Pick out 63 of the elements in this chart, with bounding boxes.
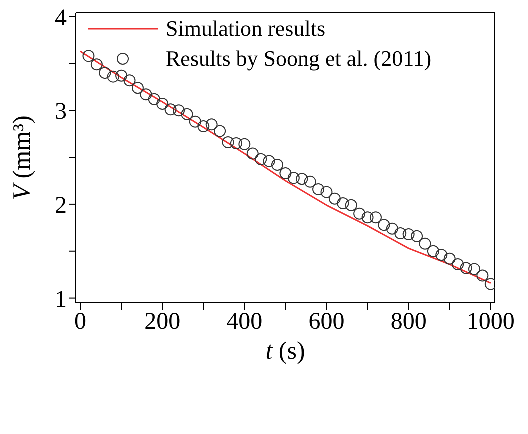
y-tick-label: 3: [55, 99, 67, 126]
x-tick-label: 400: [226, 309, 263, 336]
legend-label: Simulation results: [166, 15, 326, 43]
point: [436, 249, 448, 262]
point: [427, 245, 440, 258]
x-tick-label: 1000: [466, 309, 515, 336]
point: [198, 120, 210, 133]
point: [312, 183, 325, 196]
point: [444, 252, 456, 265]
point: [263, 155, 276, 168]
y-tick-label: 2: [55, 192, 67, 219]
point: [246, 148, 259, 160]
point: [452, 258, 464, 271]
point: [156, 98, 169, 110]
point: [255, 153, 268, 166]
y-tick-label: 1: [55, 286, 67, 313]
point: [173, 104, 186, 117]
point: [132, 82, 144, 94]
point: [82, 50, 95, 62]
legend-label: Results by Soong et al. (2011): [166, 45, 432, 73]
point: [328, 192, 341, 205]
point: [337, 198, 350, 210]
x-tick-label: 600: [308, 309, 345, 336]
point: [222, 136, 234, 149]
point: [345, 199, 358, 212]
point: [164, 104, 177, 116]
point: [272, 159, 284, 172]
point: [206, 118, 218, 131]
point: [90, 58, 103, 71]
point: [386, 222, 398, 235]
point: [468, 263, 480, 276]
x-tick-label: 800: [390, 309, 427, 336]
point: [107, 70, 120, 83]
point: [378, 219, 390, 232]
point: [296, 173, 308, 186]
y-tick-label: 4: [55, 5, 67, 32]
point: [362, 212, 374, 224]
point: [230, 137, 242, 150]
point: [181, 108, 194, 120]
point: [280, 167, 292, 180]
point: [214, 125, 226, 138]
point: [99, 67, 112, 80]
point: [304, 176, 316, 188]
point: [140, 88, 152, 101]
point: [370, 212, 382, 224]
point: [288, 172, 300, 184]
point: [116, 70, 128, 82]
point: [354, 208, 366, 220]
point: [460, 262, 472, 274]
point: [419, 238, 432, 250]
point: [124, 74, 136, 87]
point: [238, 138, 251, 150]
point: [476, 270, 489, 282]
x-axis-title: t (s): [266, 338, 306, 365]
point: [320, 186, 333, 198]
x-tick-label: 0: [74, 309, 87, 336]
x-tick-label: 200: [144, 309, 181, 336]
point: [189, 116, 202, 128]
y-axis-title: V (mm³): [9, 116, 36, 200]
point: [148, 93, 160, 106]
point: [411, 230, 424, 242]
point: [402, 228, 415, 240]
point: [394, 228, 407, 240]
